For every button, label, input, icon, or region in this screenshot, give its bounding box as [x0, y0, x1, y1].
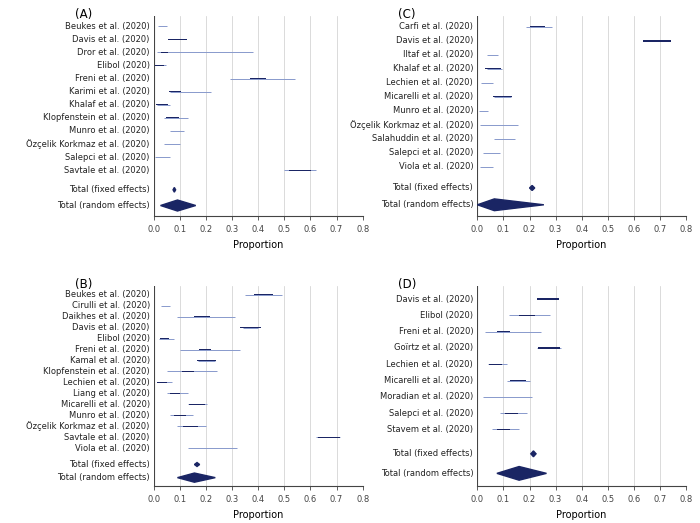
Bar [239, 327, 261, 328]
Text: Beukes et al. (2020): Beukes et al. (2020) [65, 290, 150, 299]
Text: Total (fixed effects): Total (fixed effects) [69, 460, 150, 469]
Bar [251, 78, 266, 79]
Text: (A): (A) [75, 8, 92, 21]
Text: Özçelik Korkmaz et al. (2020): Özçelik Korkmaz et al. (2020) [27, 421, 150, 431]
Text: Freni et al. (2020): Freni et al. (2020) [75, 345, 150, 354]
Bar [318, 437, 340, 438]
Text: Salahuddin et al. (2020): Salahuddin et al. (2020) [372, 134, 473, 143]
Text: Iltaf et al. (2020): Iltaf et al. (2020) [403, 50, 473, 60]
Text: Viola et al. (2020): Viola et al. (2020) [75, 444, 150, 452]
Text: Savtale et al. (2020): Savtale et al. (2020) [64, 433, 150, 441]
Bar [199, 349, 211, 350]
Text: Lechien et al. (2020): Lechien et al. (2020) [386, 360, 473, 369]
Text: Salepci et al. (2020): Salepci et al. (2020) [389, 149, 473, 157]
Text: Beukes et al. (2020): Beukes et al. (2020) [65, 21, 150, 31]
Text: Klopfenstein et al. (2020): Klopfenstein et al. (2020) [43, 367, 150, 376]
Bar [537, 299, 559, 300]
Text: Freni et al. (2020): Freni et al. (2020) [75, 74, 150, 83]
Text: Karimi et al. (2020): Karimi et al. (2020) [69, 87, 150, 96]
Bar [195, 316, 210, 317]
Text: Munro et al. (2020): Munro et al. (2020) [393, 107, 473, 116]
Text: Total (random effects): Total (random effects) [57, 473, 150, 482]
Bar [168, 39, 187, 40]
Text: Davis et al. (2020): Davis et al. (2020) [395, 294, 473, 304]
Polygon shape [173, 187, 176, 192]
Text: Özçelik Korkmaz et al. (2020): Özçelik Korkmaz et al. (2020) [350, 120, 473, 130]
X-axis label: Proportion: Proportion [556, 510, 607, 520]
Text: Cirulli et al. (2020): Cirulli et al. (2020) [71, 301, 150, 310]
Bar [189, 404, 205, 405]
Polygon shape [497, 467, 547, 480]
Text: Kamal et al. (2020): Kamal et al. (2020) [70, 356, 150, 365]
Polygon shape [477, 199, 544, 211]
Text: (B): (B) [75, 278, 92, 291]
Text: Freni et al. (2020): Freni et al. (2020) [398, 327, 473, 336]
Text: Elibol (2020): Elibol (2020) [97, 334, 150, 343]
Text: Davis et al. (2020): Davis et al. (2020) [73, 323, 150, 332]
Text: Micarelli et al. (2020): Micarelli et al. (2020) [384, 376, 473, 385]
Bar [183, 426, 198, 427]
Text: Total (random effects): Total (random effects) [381, 200, 473, 209]
X-axis label: Proportion: Proportion [556, 240, 607, 249]
Text: Munro et al. (2020): Munro et al. (2020) [69, 411, 150, 420]
Text: Salepci et al. (2020): Salepci et al. (2020) [389, 408, 473, 417]
Text: Elibol (2020): Elibol (2020) [97, 61, 150, 70]
Text: Salepci et al. (2020): Salepci et al. (2020) [66, 153, 150, 162]
Text: (C): (C) [398, 8, 416, 21]
Text: Total (fixed effects): Total (fixed effects) [393, 184, 473, 192]
Polygon shape [195, 462, 200, 467]
Bar [489, 364, 502, 365]
Text: Dror et al. (2020): Dror et al. (2020) [77, 48, 150, 57]
Polygon shape [531, 451, 536, 457]
Text: Elibol (2020): Elibol (2020) [420, 311, 473, 320]
Bar [497, 331, 510, 332]
Text: Khalaf et al. (2020): Khalaf et al. (2020) [69, 100, 150, 109]
Text: Moradian et al. (2020): Moradian et al. (2020) [380, 392, 473, 401]
Text: Stavem et al. (2020): Stavem et al. (2020) [387, 425, 473, 434]
Bar [485, 69, 500, 70]
Text: Savtale et al. (2020): Savtale et al. (2020) [64, 166, 150, 175]
Bar [181, 371, 194, 372]
Polygon shape [160, 200, 196, 211]
Polygon shape [529, 186, 535, 190]
Bar [197, 360, 216, 361]
Bar [643, 40, 671, 42]
Text: Özçelik Korkmaz et al. (2020): Özçelik Korkmaz et al. (2020) [27, 139, 150, 149]
Text: Micarelli et al. (2020): Micarelli et al. (2020) [61, 400, 150, 409]
Bar [505, 413, 517, 414]
Text: Klopfenstein et al. (2020): Klopfenstein et al. (2020) [43, 113, 150, 122]
Text: Total (random effects): Total (random effects) [381, 469, 473, 478]
Polygon shape [178, 473, 216, 482]
Text: Viola et al. (2020): Viola et al. (2020) [398, 163, 473, 172]
Bar [486, 54, 498, 55]
X-axis label: Proportion: Proportion [233, 240, 284, 249]
Bar [493, 96, 512, 97]
Text: Goïrtz et al. (2020): Goïrtz et al. (2020) [394, 344, 473, 353]
Bar [289, 169, 311, 170]
Bar [519, 315, 535, 316]
Text: Carfi et al. (2020): Carfi et al. (2020) [399, 22, 473, 31]
Text: Total (fixed effects): Total (fixed effects) [69, 185, 150, 195]
Text: Davis et al. (2020): Davis et al. (2020) [73, 35, 150, 44]
Text: Micarelli et al. (2020): Micarelli et al. (2020) [384, 93, 473, 101]
Bar [494, 396, 503, 397]
Text: Total (random effects): Total (random effects) [57, 201, 150, 210]
Bar [497, 429, 510, 430]
Bar [510, 380, 526, 381]
Text: (D): (D) [398, 278, 416, 291]
Text: Lechien et al. (2020): Lechien et al. (2020) [386, 78, 473, 87]
Text: Liang et al. (2020): Liang et al. (2020) [73, 389, 150, 398]
X-axis label: Proportion: Proportion [233, 510, 284, 520]
Bar [538, 347, 560, 349]
Text: Daikhes et al. (2020): Daikhes et al. (2020) [62, 312, 150, 321]
Text: Davis et al. (2020): Davis et al. (2020) [395, 37, 473, 46]
Text: Total (fixed effects): Total (fixed effects) [393, 449, 473, 458]
Text: Munro et al. (2020): Munro et al. (2020) [69, 127, 150, 135]
Text: Khalaf et al. (2020): Khalaf et al. (2020) [393, 64, 473, 73]
Text: Lechien et al. (2020): Lechien et al. (2020) [63, 378, 150, 387]
Bar [254, 294, 273, 295]
